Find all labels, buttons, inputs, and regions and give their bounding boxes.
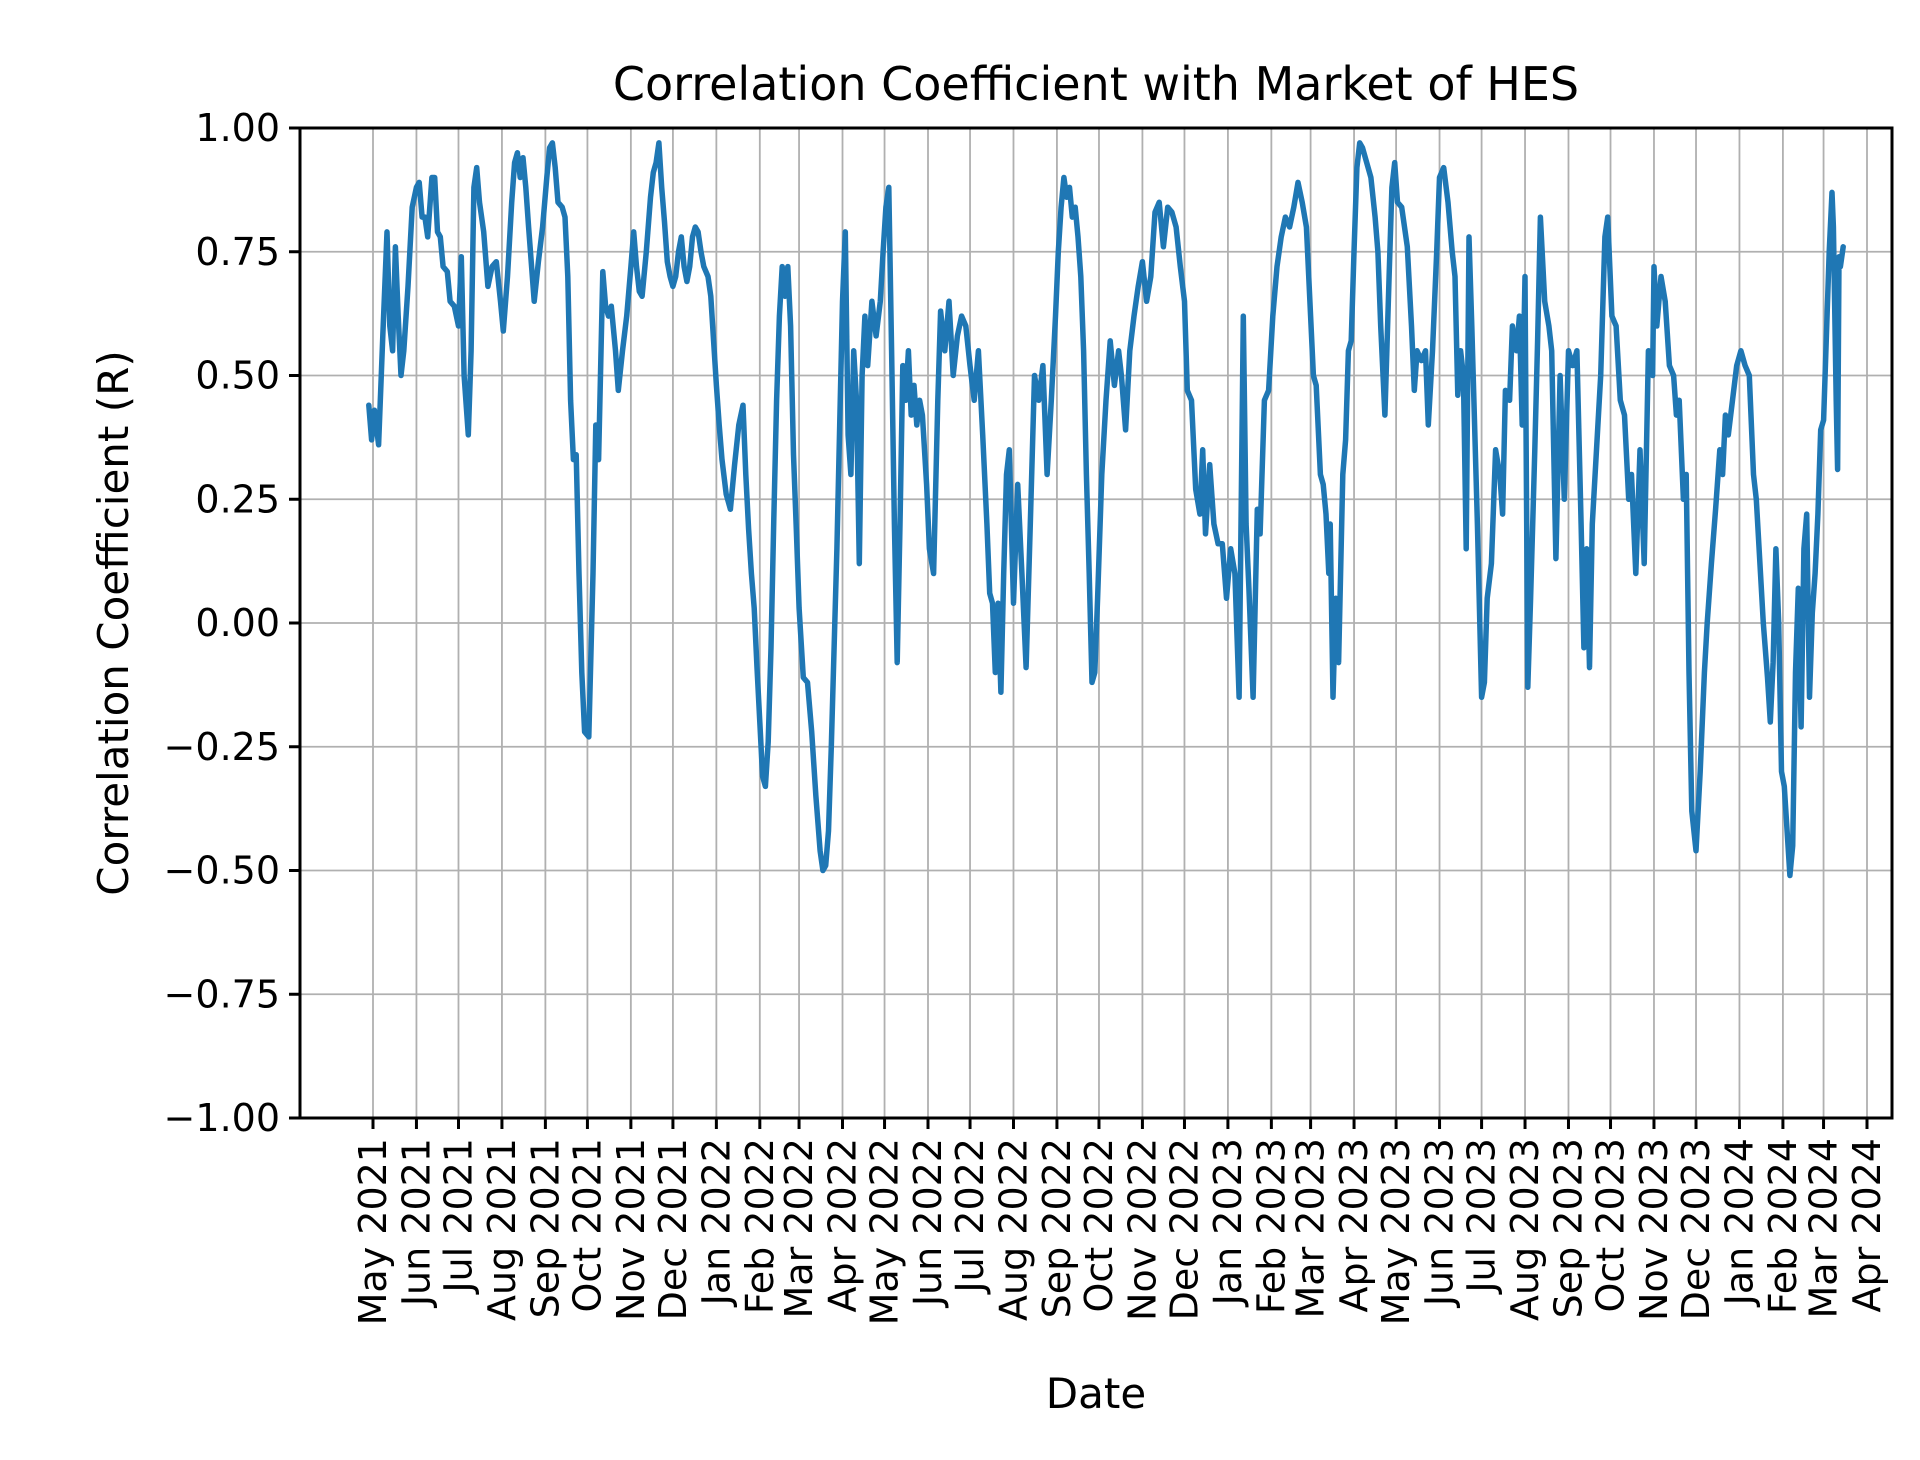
series-layer: [366, 140, 1846, 879]
x-tick-label: Apr 2022: [821, 1138, 865, 1313]
x-tick-label: Apr 2024: [1845, 1138, 1889, 1313]
chart-title: Correlation Coefficient with Market of H…: [613, 57, 1579, 111]
y-tick-label: −1.00: [164, 1096, 280, 1140]
x-tick-label: Mar 2022: [777, 1138, 821, 1318]
x-tick-label: Jan 2023: [1206, 1138, 1250, 1307]
correlation-chart-svg: 1.00 0.75 0.50 0.25 0.00 −0.25 −0.50 −0.75 −1.00…: [89, 57, 1894, 1418]
x-tick-label: Aug 2023: [1503, 1138, 1547, 1321]
x-tick-label: Oct 2022: [1077, 1138, 1121, 1313]
x-tick-label: Sep 2022: [1035, 1138, 1079, 1318]
x-tick-label: Jul 2021: [436, 1138, 480, 1295]
y-tick-label: 1.00: [195, 106, 280, 150]
x-tick-label: Jul 2022: [948, 1138, 992, 1295]
x-tick-label: Mar 2024: [1802, 1138, 1846, 1318]
x-tick-label: Sep 2021: [523, 1138, 567, 1318]
x-tick-label: Jul 2023: [1460, 1138, 1504, 1295]
correlation-line: [366, 140, 1846, 879]
y-tick-label: −0.25: [164, 725, 280, 769]
x-tick-label: Nov 2022: [1120, 1138, 1164, 1321]
y-tick-label: 0.50: [195, 354, 280, 398]
x-tick-label: Aug 2021: [480, 1138, 524, 1321]
x-tick-label: Feb 2023: [1249, 1138, 1293, 1314]
x-tick-label: Jan 2024: [1717, 1138, 1761, 1307]
x-tick-label: Dec 2022: [1162, 1138, 1206, 1320]
x-tick-label: Jun 2022: [906, 1138, 950, 1308]
x-tick-label: Jun 2023: [1418, 1138, 1462, 1308]
x-tick-label: Nov 2021: [609, 1138, 653, 1321]
y-tick-label: −0.50: [164, 849, 280, 893]
x-tick-label: Feb 2024: [1761, 1138, 1805, 1314]
y-tick-label: 0.25: [195, 477, 280, 521]
x-tick-label: Mar 2023: [1289, 1138, 1333, 1318]
x-tick-label: Dec 2023: [1674, 1138, 1718, 1320]
x-tick-label: Sep 2023: [1546, 1138, 1590, 1318]
x-tick-label: Aug 2022: [991, 1138, 1035, 1321]
x-tick-label: Apr 2023: [1332, 1138, 1376, 1313]
y-tick-label: −0.75: [164, 972, 280, 1016]
correlation-chart-figure: 1.00 0.75 0.50 0.25 0.00 −0.25 −0.50 −0.75 −1.00…: [40, 16, 1920, 1456]
x-tick-label: Nov 2023: [1632, 1138, 1676, 1321]
x-tick-label: Oct 2023: [1589, 1138, 1633, 1313]
x-tick-label: May 2021: [351, 1138, 395, 1325]
y-tick-label: 0.00: [195, 601, 280, 645]
x-axis-label: Date: [1046, 1369, 1146, 1418]
y-tick-label: 0.75: [195, 230, 280, 274]
x-tick-label: May 2022: [863, 1138, 907, 1325]
tick-layer: 1.00 0.75 0.50 0.25 0.00 −0.25 −0.50 −0.75 −1.00…: [164, 106, 1889, 1325]
x-tick-label: Jun 2021: [394, 1138, 438, 1308]
x-tick-label: Dec 2021: [651, 1138, 695, 1320]
y-axis-label: Correlation Coefficient (R): [89, 350, 138, 895]
x-tick-label: Jan 2022: [694, 1138, 738, 1307]
x-tick-label: Oct 2021: [565, 1138, 609, 1313]
x-tick-label: May 2023: [1374, 1138, 1418, 1325]
x-tick-label: Feb 2022: [738, 1138, 782, 1314]
